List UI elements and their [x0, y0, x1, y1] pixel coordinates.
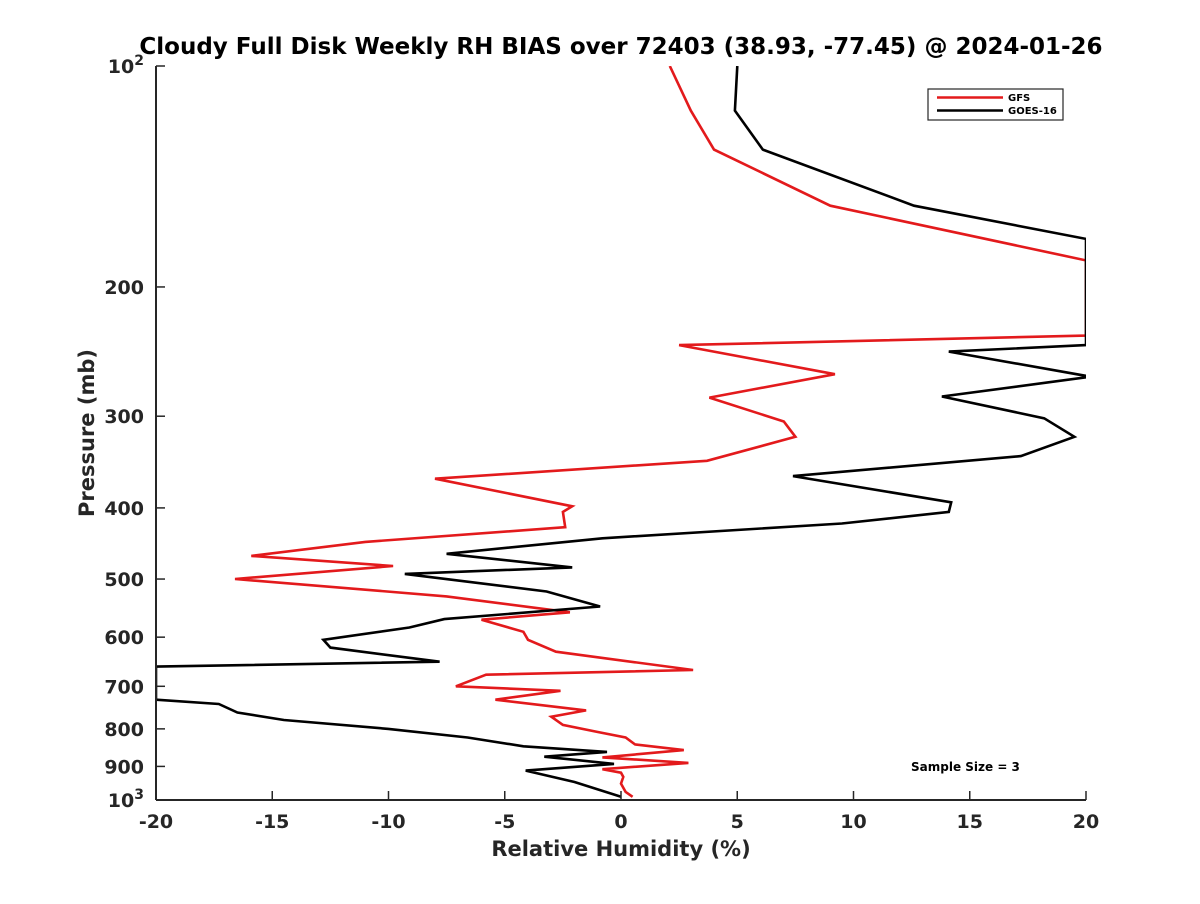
x-axis-label: Relative Humidity (%) [491, 837, 750, 861]
y-axis-label: Pressure (mb) [75, 349, 99, 517]
legend-label-gfs: GFS [1008, 93, 1030, 104]
axes-layer [155, 66, 1086, 801]
legend-label-goes-16: GOES-16 [1008, 106, 1057, 117]
x-ticks: -20 -15 -10 -5 0 5 10 15 20 [139, 791, 1099, 833]
y-tick-label: 600 [104, 627, 144, 649]
y-tick-label: 103 [108, 787, 144, 812]
y-tick-label: 400 [104, 498, 144, 520]
x-tick-label: -15 [255, 811, 289, 833]
x-tick-label: 10 [840, 811, 866, 833]
x-tick-label: -10 [371, 811, 405, 833]
x-tick-label: 15 [957, 811, 983, 833]
y-ticks: 102 200 300 400 500 600 700 800 900 103 [104, 53, 165, 812]
x-tick-label: 0 [614, 811, 627, 833]
x-tick-label: 20 [1073, 811, 1099, 833]
series-line-goes-16 [156, 66, 1086, 799]
x-tick-label: -20 [139, 811, 173, 833]
y-tick-label: 900 [104, 756, 144, 778]
x-tick-label: 5 [731, 811, 744, 833]
legend: GFS GOES-16 [927, 88, 1064, 121]
y-tick-label: 102 [108, 53, 144, 78]
series-line-gfs [234, 66, 1086, 798]
series-layer [156, 66, 1086, 799]
legend-box [927, 88, 1064, 121]
x-tick-label: -5 [494, 811, 515, 833]
y-tick-label: 500 [104, 569, 144, 591]
sample-size-annotation: Sample Size = 3 [911, 760, 1020, 774]
y-tick-label: 200 [104, 277, 144, 299]
chart-title: Cloudy Full Disk Weekly RH BIAS over 724… [139, 34, 1102, 60]
y-tick-label: 800 [104, 719, 144, 741]
y-tick-label: 300 [104, 406, 144, 428]
y-tick-label: 700 [104, 676, 144, 698]
